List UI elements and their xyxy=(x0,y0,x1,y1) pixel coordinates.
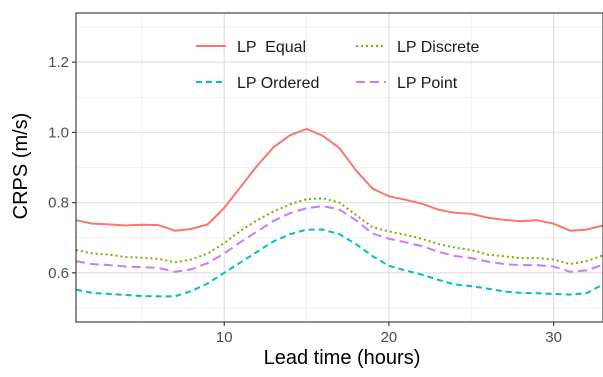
grid xyxy=(76,13,603,322)
y-axis-title: CRPS (m/s) xyxy=(10,113,32,220)
x-tick-label: 10 xyxy=(216,329,233,346)
series-line-2 xyxy=(75,197,603,266)
y-tick-label: 1.0 xyxy=(48,124,69,141)
series-line-4 xyxy=(75,205,603,273)
legend-label-2: LP Discrete xyxy=(397,39,480,56)
x-axis-title: Lead time (hours) xyxy=(264,347,421,369)
y-tick-label: 0.8 xyxy=(48,195,69,212)
y-tick-label: 0.6 xyxy=(48,265,69,282)
axes: 10 20 30 0.6 0.8 1.0 1.2 xyxy=(48,12,603,346)
legend-label-3: LP Ordered xyxy=(237,75,319,92)
series-lines xyxy=(75,127,603,298)
legend-label-1: LP Equal xyxy=(237,39,306,56)
x-tick-label: 30 xyxy=(545,329,562,346)
plot-border xyxy=(75,12,603,323)
y-tick-label: 1.2 xyxy=(48,54,69,71)
series-line-1 xyxy=(75,127,603,232)
x-tick-label: 20 xyxy=(381,329,398,346)
series-line-3 xyxy=(75,228,603,298)
legend-label-4: LP Point xyxy=(397,75,458,92)
legend: LP Equal LP Discrete LP Ordered LP Point xyxy=(196,39,480,92)
